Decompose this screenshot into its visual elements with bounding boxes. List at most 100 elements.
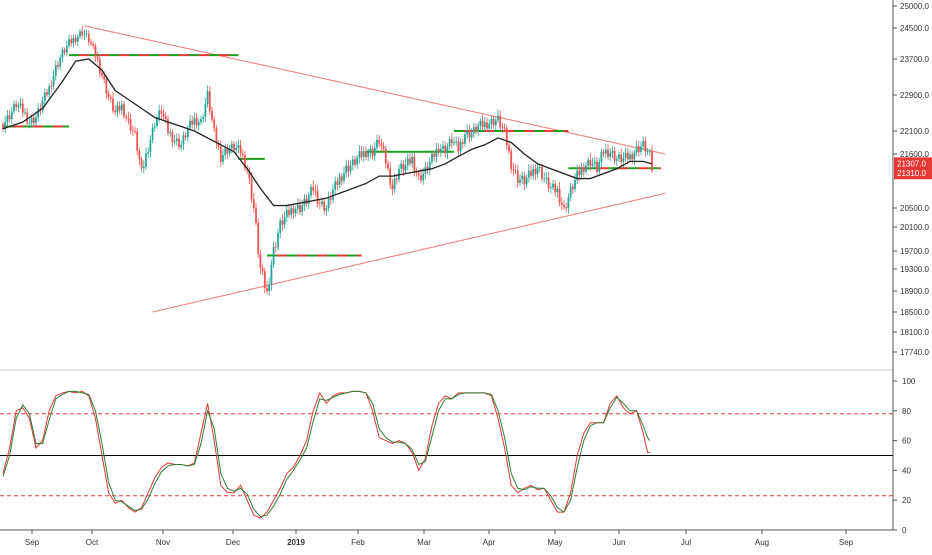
candle-body xyxy=(398,168,400,180)
candle-body xyxy=(81,31,84,36)
candle-body xyxy=(50,86,53,88)
candle-body xyxy=(516,170,519,183)
candle-body xyxy=(268,284,271,292)
candle-body xyxy=(492,119,495,126)
candle-body xyxy=(461,142,464,144)
candle-body xyxy=(360,151,363,157)
candle-body xyxy=(63,49,66,53)
x-tick-label: May xyxy=(547,538,562,547)
osc-d-line xyxy=(2,390,651,518)
candle-body xyxy=(376,139,378,148)
candle-body xyxy=(171,132,174,143)
candle-body xyxy=(525,177,528,185)
price-tick-label: 20500.0 xyxy=(900,204,929,213)
candle-body xyxy=(442,145,444,149)
candle-body xyxy=(180,144,183,148)
price-badge xyxy=(894,157,932,170)
candle-body xyxy=(285,209,288,218)
candle-body xyxy=(486,122,488,129)
candle-body xyxy=(200,119,202,123)
candle-body xyxy=(118,105,121,111)
candle-body xyxy=(219,146,222,162)
price-tick-label: 20100.0 xyxy=(900,223,929,232)
candle-body xyxy=(107,93,110,98)
x-tick-label: Nov xyxy=(156,538,170,547)
candle-body xyxy=(534,169,537,175)
price-tick-label: 19300.0 xyxy=(900,265,929,274)
candle-body xyxy=(321,201,323,205)
candle-body xyxy=(450,139,453,144)
candle-body xyxy=(578,170,581,175)
candle-body xyxy=(270,264,273,285)
candle-body xyxy=(585,165,587,172)
candle-body xyxy=(167,119,169,134)
candle-body xyxy=(571,186,574,190)
price-tick-label: 19700.0 xyxy=(900,247,929,256)
candle-body xyxy=(336,181,339,185)
candle-body xyxy=(428,161,431,171)
candle-body xyxy=(334,181,337,190)
candle-body xyxy=(514,169,517,171)
candle-body xyxy=(142,166,145,169)
candle-body xyxy=(250,178,253,200)
candle-body xyxy=(470,133,473,138)
candle-body xyxy=(468,130,471,138)
candle-body xyxy=(136,131,139,151)
candle-body xyxy=(217,142,220,147)
candle-body xyxy=(637,146,640,152)
candle-body xyxy=(609,152,612,157)
candle-body xyxy=(472,127,475,134)
candle-body xyxy=(213,119,216,129)
candle-body xyxy=(615,158,618,161)
x-tick-label: Jul xyxy=(681,538,691,547)
candle-body xyxy=(563,204,565,208)
candle-body xyxy=(417,173,420,176)
x-tick-label: Aug xyxy=(755,538,769,547)
candle-body xyxy=(39,108,42,110)
candle-body xyxy=(369,148,372,153)
candle-body xyxy=(162,113,165,117)
candle-body xyxy=(622,157,625,163)
candle-body xyxy=(57,65,59,67)
candle-body xyxy=(237,145,240,148)
candle-body xyxy=(173,141,176,143)
candle-body xyxy=(560,202,563,205)
candle-body xyxy=(400,163,403,169)
price-badge xyxy=(894,167,932,180)
candle-body xyxy=(169,132,172,134)
candle-body xyxy=(30,117,33,123)
candle-body xyxy=(70,39,73,44)
osc-tick-label: 0 xyxy=(902,526,907,535)
candle-body xyxy=(329,197,332,200)
candle-body xyxy=(24,112,26,114)
candle-body xyxy=(395,178,398,180)
osc-k-line xyxy=(2,390,650,519)
candle-body xyxy=(576,170,579,180)
candle-body xyxy=(255,208,257,223)
candle-body xyxy=(378,139,381,144)
candle-body xyxy=(422,173,425,181)
candle-body xyxy=(624,152,627,158)
candle-body xyxy=(314,190,317,192)
candle-body xyxy=(558,188,561,203)
candle-body xyxy=(642,140,645,147)
candle-body xyxy=(501,127,504,129)
candle-body xyxy=(323,201,326,211)
x-tick-label: Sep xyxy=(25,538,40,547)
candle-body xyxy=(618,154,620,159)
candle-body xyxy=(76,36,79,42)
candle-body xyxy=(479,120,482,126)
candle-body xyxy=(129,119,132,131)
candle-body xyxy=(391,184,394,190)
candle-body xyxy=(596,161,598,172)
candle-body xyxy=(120,104,123,111)
candle-body xyxy=(94,45,97,57)
candle-body xyxy=(160,110,163,114)
candle-body xyxy=(497,115,499,121)
candle-body xyxy=(318,203,321,205)
candle-body xyxy=(448,139,451,147)
candle-body xyxy=(343,173,345,181)
candle-body xyxy=(28,122,31,124)
candle-body xyxy=(554,183,557,193)
